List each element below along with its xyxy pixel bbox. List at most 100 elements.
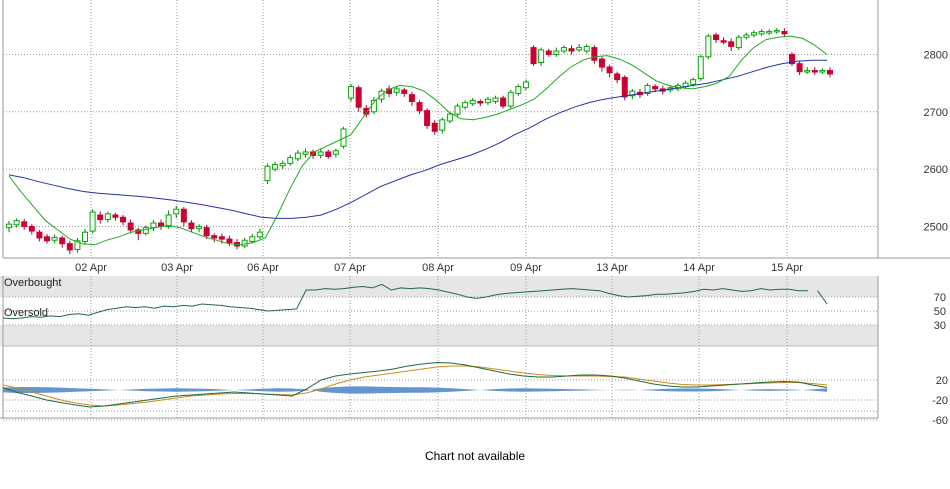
candle-up [507, 91, 514, 107]
candle-down [614, 73, 621, 81]
candle-down [545, 50, 552, 55]
candle-down [59, 237, 66, 245]
candle-up [446, 113, 453, 122]
candle-down [120, 216, 127, 223]
candle-down [621, 76, 628, 98]
candle-down [218, 236, 225, 240]
candle-down [180, 208, 187, 223]
candle-up [766, 31, 773, 34]
candle-down [712, 34, 719, 41]
candle-up [13, 220, 20, 226]
candle-up [439, 119, 446, 131]
price-y-tick-label: 2700 [924, 107, 948, 119]
candle-down [188, 222, 195, 230]
candle-down [66, 243, 73, 251]
candle-up [804, 70, 811, 73]
candle-down [36, 231, 43, 239]
candle-down [781, 31, 788, 35]
x-date-label: 14 Apr [683, 262, 715, 274]
x-date-label: 02 Apr [75, 262, 107, 274]
candle-up [697, 56, 704, 80]
x-date-label: 03 Apr [161, 262, 193, 274]
oversold-label: Oversold [4, 307, 48, 319]
x-date-label: 07 Apr [334, 262, 366, 274]
candle-down [568, 48, 575, 52]
overbought-label: Overbought [4, 277, 61, 289]
candle-up [302, 151, 309, 155]
candle-up [249, 236, 256, 242]
candle-up [82, 231, 89, 242]
candle-up [705, 35, 712, 58]
candle-up [515, 86, 522, 94]
candle-up [51, 236, 58, 241]
candle-up [279, 162, 286, 167]
candle-up [348, 86, 355, 99]
candle-down [408, 94, 415, 102]
candle-up [256, 231, 263, 238]
candle-up [287, 157, 294, 164]
fast-moving-average-line [8, 35, 828, 246]
candle-down [652, 86, 659, 90]
price-panel: 2500 2600 2700 2800 02 Apr 03 Apr 06 Apr 07 Apr… [2, 0, 950, 274]
osc2-y-tick-label: 20 [936, 375, 948, 387]
candle-up [165, 214, 172, 227]
x-date-label: 06 Apr [247, 262, 279, 274]
fast-signal-line [2, 361, 828, 408]
candle-down [811, 70, 818, 73]
histogram-area [3, 386, 827, 394]
candle-down [796, 63, 803, 73]
oscillator-panel: 20 -20 -60 [0, 345, 948, 427]
candle-down [591, 47, 598, 61]
chart-unavailable-text: Chart not available [424, 449, 526, 463]
candle-up [690, 79, 697, 85]
candle-up [773, 29, 780, 33]
candle-up [74, 240, 81, 250]
candle-up [264, 165, 271, 182]
candle-down [500, 97, 507, 107]
candle-up [332, 150, 339, 155]
candle-up [150, 222, 157, 229]
candle-up [317, 151, 324, 156]
candle-up [469, 99, 476, 105]
candle-up [89, 211, 96, 232]
oscillator-line [2, 283, 809, 320]
candle-down [431, 122, 438, 132]
candle-up [629, 90, 636, 97]
candle-up [735, 36, 742, 49]
candle-up [454, 105, 461, 115]
candle-down [97, 214, 104, 221]
osc2-y-tick-label: -20 [932, 395, 948, 407]
osc1-y-tick-label: 30 [934, 320, 946, 332]
candle-down [28, 225, 35, 232]
price-y-tick-label: 2500 [924, 221, 948, 233]
price-y-tick-label: 2800 [924, 49, 948, 61]
candle-down [363, 107, 370, 115]
candle-up [142, 227, 149, 234]
overbought-oversold-panel: Overbought Oversold 70 50 30 [0, 276, 946, 418]
overbought-zone [0, 276, 878, 297]
candle-down [424, 110, 431, 127]
candle-up [173, 208, 180, 215]
candle-up [294, 152, 301, 160]
x-date-label: 13 Apr [596, 262, 628, 274]
candle-down [127, 222, 134, 231]
candle-down [325, 151, 332, 158]
candle-up [522, 81, 529, 89]
candle-up [196, 225, 203, 230]
candle-down [720, 40, 727, 43]
candle-up [583, 45, 590, 52]
candle-up [272, 164, 279, 170]
candle-up [241, 239, 248, 247]
candle-down [226, 238, 233, 244]
candle-down [606, 66, 613, 74]
slow-signal-line [2, 365, 828, 407]
osc2-y-tick-label: -60 [932, 415, 948, 427]
candle-down [401, 89, 408, 94]
x-date-label: 15 Apr [771, 262, 803, 274]
candle-up [576, 47, 583, 51]
candle-up [393, 88, 400, 93]
slow-moving-average-line [8, 59, 827, 219]
candle-up [462, 102, 469, 108]
